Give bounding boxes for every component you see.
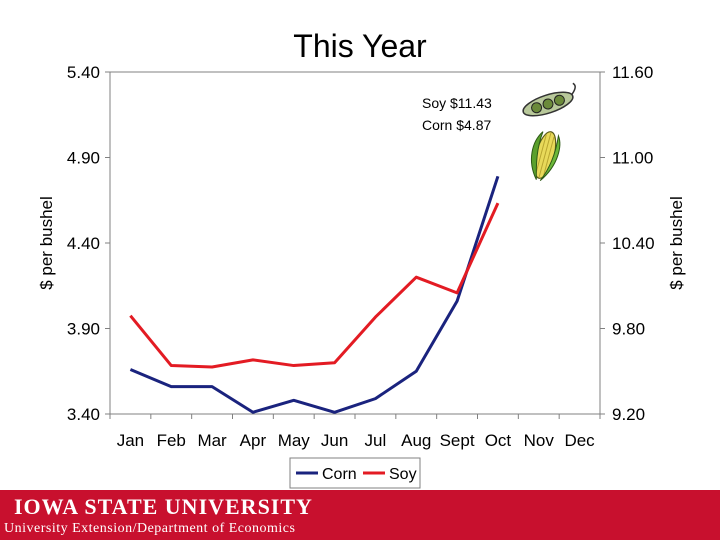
- annotation-corn: Corn $4.87: [422, 117, 491, 133]
- x-tick-label: Jan: [117, 431, 144, 450]
- series-line-soy: [129, 202, 500, 369]
- plot-area: [109, 71, 601, 415]
- y-left-tick-label: 5.40: [67, 63, 100, 82]
- y-right-tick-label: 9.20: [612, 405, 645, 424]
- y-right-tick-label: 11.00: [612, 149, 653, 168]
- y-axis-left-label: $ per bushel: [37, 196, 56, 290]
- y-left-tick-label: 3.40: [67, 405, 100, 424]
- x-tick-label: Jun: [321, 431, 348, 450]
- x-tick-label: Dec: [564, 431, 595, 450]
- x-tick-label: May: [278, 431, 311, 450]
- x-tick-label: Aug: [401, 431, 431, 450]
- x-tick-label: Sept: [440, 431, 475, 450]
- footer-banner: IOWA STATE UNIVERSITY University Extensi…: [0, 490, 720, 540]
- chart-title: This Year: [293, 28, 427, 64]
- series-line-corn: [129, 175, 500, 414]
- footer-subtitle: University Extension/Department of Econo…: [4, 521, 296, 536]
- x-axis-ticks: Jan Feb Mar Apr May Jun Jul Aug Sept Oct Nov Dec: [109, 414, 601, 450]
- chart: This Year $ per bushel $ per bushel 5.40…: [37, 28, 686, 489]
- x-tick-label: Feb: [157, 431, 186, 450]
- x-tick-label: Mar: [197, 431, 227, 450]
- y-axis-left-ticks: 5.40 4.90 4.40 3.90 3.40: [67, 63, 110, 424]
- y-axis-right-label: $ per bushel: [667, 196, 686, 290]
- y-right-tick-label: 9.80: [612, 320, 645, 339]
- soybean-pod-icon: [522, 82, 576, 117]
- legend-label-corn: Corn: [322, 466, 357, 483]
- x-tick-label: Nov: [524, 431, 555, 450]
- y-left-tick-label: 4.40: [67, 234, 100, 253]
- x-tick-label: Jul: [365, 431, 387, 450]
- y-right-tick-label: 11.60: [612, 63, 653, 82]
- legend: Corn Soy: [289, 457, 421, 489]
- corn-cob-icon: [530, 131, 561, 182]
- x-tick-label: Oct: [485, 431, 512, 450]
- series-lines: [129, 175, 500, 414]
- y-left-tick-label: 4.90: [67, 149, 100, 168]
- y-right-tick-label: 10.40: [612, 234, 655, 253]
- annotation-soy: Soy $11.43: [422, 95, 492, 111]
- y-left-tick-label: 3.90: [67, 320, 100, 339]
- university-logo: IOWA STATE UNIVERSITY: [14, 494, 313, 519]
- y-axis-right-ticks: 11.60 11.00 10.40 9.80 9.20: [600, 63, 655, 424]
- legend-label-soy: Soy: [389, 466, 417, 483]
- x-tick-label: Apr: [240, 431, 267, 450]
